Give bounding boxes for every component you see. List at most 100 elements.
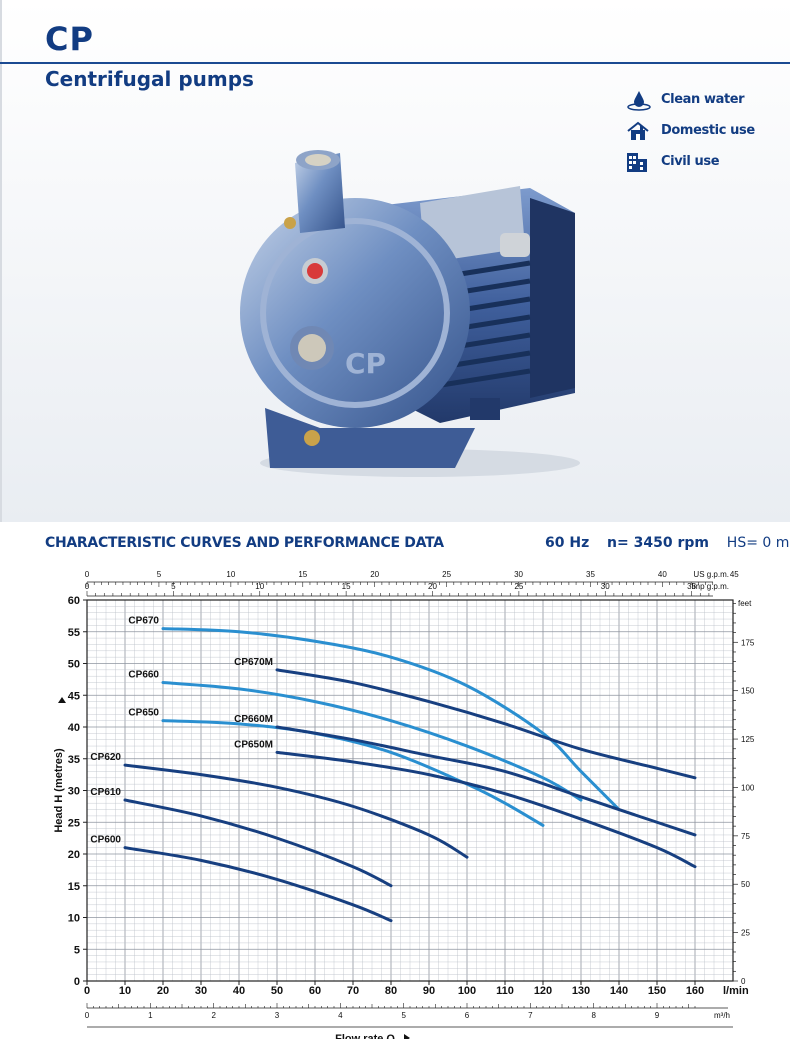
m3h-tick-label: 2 (211, 1011, 216, 1020)
x-tick-label: 40 (233, 985, 245, 997)
us-gpm-tick-label: 15 (298, 570, 307, 579)
house-icon (627, 121, 649, 140)
x-tick-label: 20 (157, 985, 169, 997)
svg-text:CP: CP (345, 347, 386, 380)
y-tick-label: 5 (74, 944, 80, 956)
y-axis-label: Head H (metres) (53, 748, 65, 833)
x-tick-label: 160 (686, 985, 704, 997)
feet-tick-label: 150 (741, 687, 755, 696)
y-axis-arrow-icon (58, 697, 66, 703)
y-tick-label: 15 (68, 881, 80, 893)
imp-gpm-tick-label: 15 (342, 582, 351, 591)
imp-gpm-tick-label: 5 (171, 582, 176, 591)
x-tick-label: 50 (271, 985, 283, 997)
us-gpm-tick-label: 45 (730, 570, 739, 579)
y-tick-label: 25 (68, 817, 80, 829)
x-unit-label: l/min (723, 985, 749, 997)
x-axis-arrow-icon (404, 1034, 410, 1042)
m3h-tick-label: 9 (655, 1011, 660, 1020)
title-divider (0, 62, 790, 64)
us-gpm-tick-label: 30 (514, 570, 523, 579)
x-tick-label: 0 (84, 985, 90, 997)
curve-cp670m (275, 668, 697, 780)
y-tick-label: 30 (68, 786, 80, 798)
page-title: CP (45, 20, 94, 58)
x-axis-label: Flow rate Q (335, 1033, 395, 1039)
pump-illustration: CP (240, 150, 580, 477)
feet-tick-label: 50 (741, 880, 750, 889)
m3h-tick-label: 3 (275, 1011, 280, 1020)
m3h-tick-label: 5 (401, 1011, 406, 1020)
x-tick-label: 140 (610, 985, 628, 997)
feet-tick-label: 75 (741, 832, 750, 841)
m3h-tick-label: 6 (465, 1011, 470, 1020)
curve-cp670 (161, 627, 621, 812)
m3h-tick-label: 8 (591, 1011, 596, 1020)
m3h-tick-label: 1 (148, 1011, 153, 1020)
usage-label: Civil use (661, 154, 720, 169)
us-gpm-tick-label: 5 (157, 570, 162, 579)
product-subtitle: Centrifugal pumps (45, 67, 254, 91)
x-tick-label: 30 (195, 985, 207, 997)
water-drop-icon (627, 90, 651, 111)
x-tick-label: 150 (648, 985, 666, 997)
performance-chart-container: 0 5 10 15 20 25 30 35 40 45 50 55 60 Head H (metres) 0… (0, 560, 790, 1043)
speed-label: n= 3450 rpm (607, 535, 709, 551)
imp-gpm-axis-label: Imp g.p.m. (691, 582, 729, 591)
curve-label: CP660 (128, 670, 159, 681)
frequency-label: 60 Hz (545, 535, 590, 551)
performance-curves (123, 627, 697, 923)
curve-cp660 (161, 681, 583, 802)
us-gpm-tick-label: 0 (85, 570, 90, 579)
x-tick-label: 10 (119, 985, 131, 997)
feet-axis-label: feet (738, 599, 752, 608)
x-tick-label: 120 (534, 985, 552, 997)
imp-gpm-tick-label: 0 (85, 582, 90, 591)
us-gpm-tick-label: 35 (586, 570, 595, 579)
y-tick-label: 40 (68, 722, 80, 734)
feet-tick-label: 125 (741, 735, 755, 744)
curve-label: CP620 (90, 752, 121, 763)
us-gpm-tick-label: 10 (226, 570, 235, 579)
us-gpm-tick-label: 20 (370, 570, 379, 579)
m3h-tick-label: 4 (338, 1011, 343, 1020)
y-tick-label: 20 (68, 849, 80, 861)
chart-grid (86, 599, 734, 982)
x-tick-label: 110 (496, 985, 514, 997)
usage-label: Clean water (661, 92, 745, 107)
imp-gpm-tick-label: 20 (428, 582, 437, 591)
m3h-axis-label: m³/h (714, 1011, 730, 1020)
x-tick-label: 70 (347, 985, 359, 997)
x-tick-label: 100 (458, 985, 476, 997)
curve-cp650 (161, 719, 545, 827)
usage-label: Domestic use (661, 123, 755, 138)
curve-cp660m (275, 725, 697, 837)
y-tick-label: 60 (68, 595, 80, 607)
curve-label: CP610 (90, 787, 121, 798)
us-gpm-axis-label: US g.p.m. (693, 570, 729, 579)
curve-label: CP650 (128, 708, 159, 719)
x-tick-label: 80 (385, 985, 397, 997)
m3h-tick-label: 0 (85, 1011, 90, 1020)
curve-label: CP650M (234, 739, 273, 750)
curve-label: CP600 (90, 835, 121, 846)
y-tick-label: 0 (74, 976, 80, 988)
y-tick-label: 55 (68, 627, 80, 639)
curve-cp610 (123, 798, 393, 888)
y-tick-label: 50 (68, 659, 80, 671)
imp-gpm-tick-label: 25 (514, 582, 523, 591)
curve-label: CP670 (128, 616, 159, 627)
curve-cp620 (123, 763, 469, 859)
x-tick-label: 60 (309, 985, 321, 997)
y-tick-label: 10 (68, 913, 80, 925)
hero-left-rule (0, 0, 2, 522)
imp-gpm-tick-label: 30 (601, 582, 610, 591)
suction-height-label: HS= 0 m (726, 535, 790, 551)
feet-tick-label: 100 (741, 783, 755, 792)
feet-tick-label: 25 (741, 929, 750, 938)
y-tick-label: 45 (68, 690, 80, 702)
x-tick-label: 90 (423, 985, 435, 997)
building-icon (627, 152, 647, 172)
usage-item-civil: Civil use (626, 146, 755, 177)
